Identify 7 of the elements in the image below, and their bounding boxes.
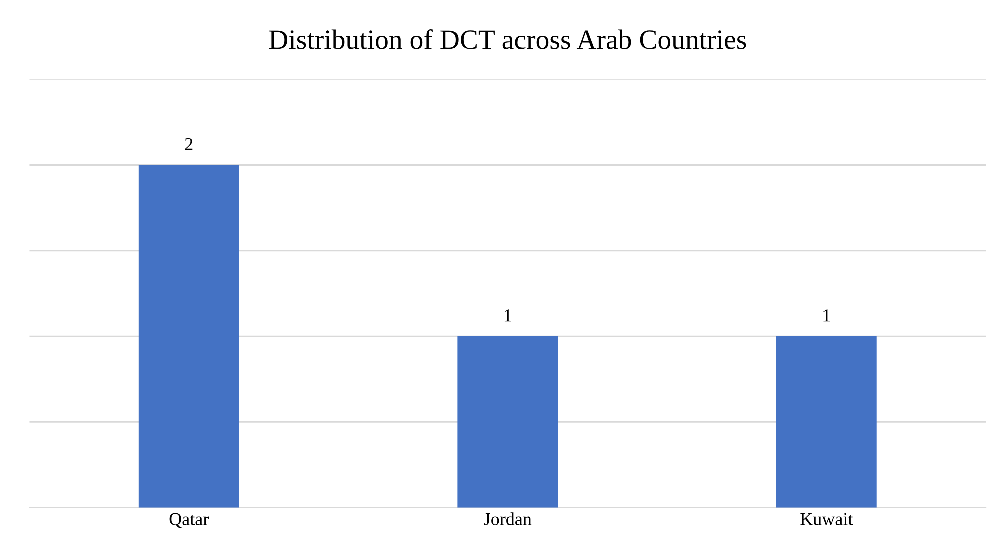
- data-label: 2: [185, 138, 193, 150]
- x-tick-label: Kuwait: [800, 513, 854, 526]
- data-label: 1: [504, 310, 512, 322]
- x-tick-label: Jordan: [484, 512, 532, 526]
- data-label: 1: [824, 310, 830, 322]
- chart-title: Distribution of DCT across Arab Countries: [269, 29, 746, 50]
- x-tick-label: Qatar: [170, 513, 210, 528]
